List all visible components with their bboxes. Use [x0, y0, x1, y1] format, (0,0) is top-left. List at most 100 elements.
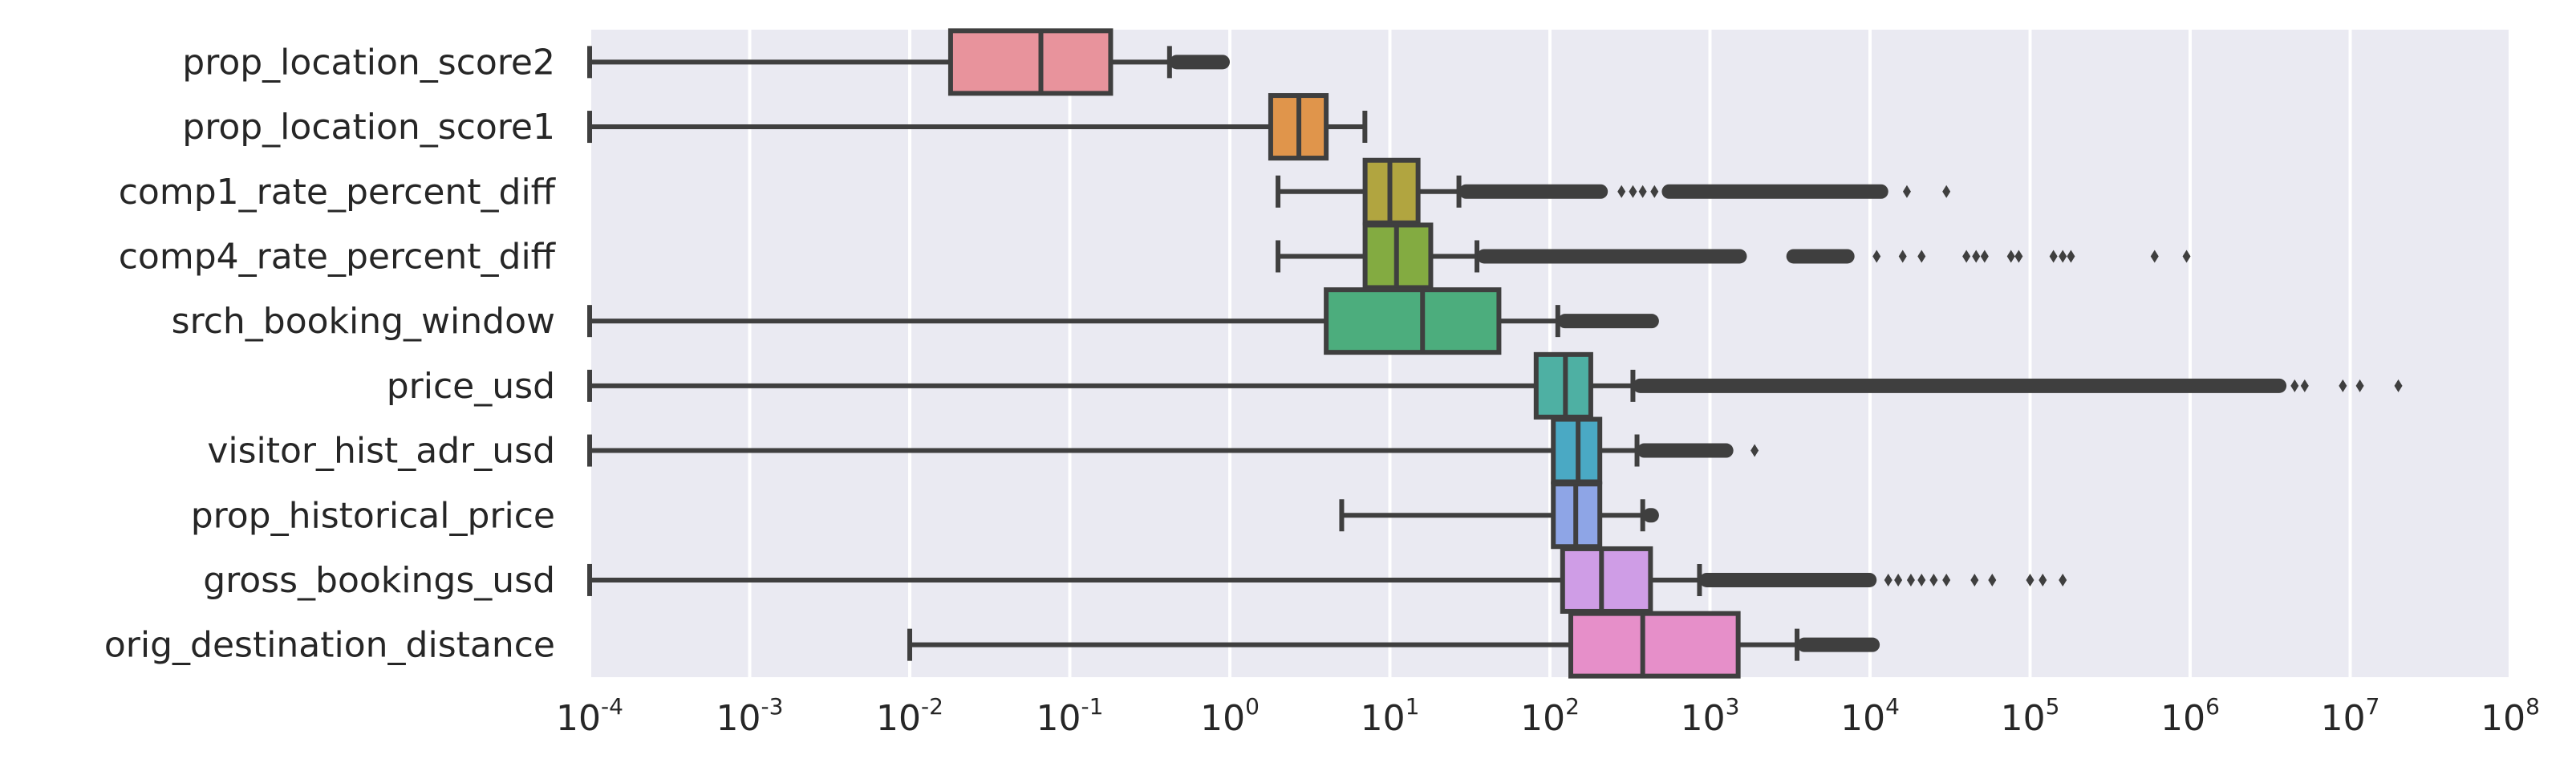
- box-visitor_hist_adr_usd: [587, 416, 1759, 485]
- x-tick-base: 10: [2160, 698, 2205, 739]
- x-tick-10: 106: [2160, 693, 2220, 739]
- x-tick-label: 103: [1681, 693, 1740, 739]
- outlier-point: [2394, 379, 2403, 392]
- box-prop_historical_price: [1339, 481, 1659, 550]
- x-tick-base: 10: [1681, 698, 1726, 739]
- outlier-point: [1972, 250, 1981, 263]
- x-tick-4: 100: [1200, 693, 1260, 739]
- category-label: prop_location_score2: [182, 42, 555, 83]
- x-tick-exponent: 2: [1565, 693, 1580, 720]
- outlier-band: [1797, 637, 1880, 652]
- x-tick-0: 10-4: [556, 693, 623, 739]
- x-tick-3: 10-1: [1036, 693, 1104, 739]
- x-tick-label: 104: [1840, 693, 1900, 739]
- box-comp4_rate_percent_diff: [1276, 222, 2191, 290]
- x-tick-base: 10: [716, 698, 761, 739]
- x-tick-label: 105: [2001, 693, 2060, 739]
- x-tick-base: 10: [1840, 698, 1885, 739]
- x-tick-12: 108: [2481, 693, 2540, 739]
- x-tick-label: 107: [2321, 693, 2380, 739]
- x-tick-label: 10-1: [1036, 693, 1104, 739]
- outlier-point: [1917, 250, 1926, 263]
- x-tick-label: 10-2: [876, 693, 943, 739]
- x-tick-label: 100: [1200, 693, 1260, 739]
- category-label: prop_location_score1: [182, 107, 555, 148]
- category-label: orig_destination_distance: [104, 625, 555, 666]
- x-tick-7: 103: [1681, 693, 1740, 739]
- box-plot-series: [587, 28, 2403, 679]
- outlier-band: [1699, 572, 1877, 587]
- outlier-point: [2067, 250, 2075, 263]
- x-tick-1: 10-3: [716, 693, 784, 739]
- outlier-point: [2014, 250, 2023, 263]
- outlier-point: [1942, 185, 1951, 198]
- outlier-point: [2059, 250, 2067, 263]
- outlier-band: [1169, 55, 1230, 70]
- x-tick-exponent: 7: [2366, 693, 2380, 720]
- outlier-point: [1750, 444, 1759, 457]
- x-tick-base: 10: [2001, 698, 2046, 739]
- x-tick-base: 10: [2321, 698, 2366, 739]
- box-price_usd: [587, 351, 2403, 420]
- x-tick-exponent: -3: [761, 693, 784, 720]
- x-tick-label: 102: [1520, 693, 1580, 739]
- x-tick-6: 102: [1520, 693, 1580, 739]
- box-iqr: [1568, 611, 1741, 679]
- outlier-point: [2150, 250, 2159, 263]
- x-axis: 10-4 10-3 10-2 10-1 100 101 102 103 104 105 106 107…: [556, 693, 2540, 739]
- outlier-point: [1872, 250, 1881, 263]
- outlier-point: [1942, 573, 1951, 586]
- outlier-band: [1458, 184, 1608, 199]
- outlier-band: [1557, 314, 1659, 329]
- box-prop_location_score1: [587, 93, 1368, 161]
- x-tick-5: 101: [1361, 693, 1420, 739]
- box-iqr: [947, 28, 1114, 96]
- x-tick-exponent: 4: [1885, 693, 1900, 720]
- outlier-band: [1477, 249, 1747, 264]
- outlier-point: [1650, 185, 1659, 198]
- outlier-point: [2300, 379, 2309, 392]
- category-label: price_usd: [387, 366, 555, 407]
- x-tick-exponent: 1: [1406, 693, 1420, 720]
- outlier-point: [2182, 250, 2191, 263]
- category-label: comp1_rate_percent_diff: [119, 172, 557, 213]
- outlier-point: [1962, 250, 1971, 263]
- box-srch_booking_window: [587, 287, 1659, 355]
- category-label: gross_bookings_usd: [203, 560, 555, 601]
- outlier-point: [2038, 573, 2047, 586]
- outlier-band: [1786, 249, 1855, 264]
- box-prop_location_score2: [587, 28, 1230, 96]
- x-tick-label: 101: [1361, 693, 1420, 739]
- x-tick-9: 105: [2001, 693, 2060, 739]
- outlier-point: [2026, 573, 2034, 586]
- x-tick-11: 107: [2321, 693, 2380, 739]
- category-axis: prop_location_score2 prop_location_score1…: [104, 42, 557, 665]
- x-tick-base: 10: [1361, 698, 1406, 739]
- outlier-point: [2059, 573, 2067, 586]
- x-tick-base: 10: [876, 698, 921, 739]
- x-tick-label: 10-4: [556, 693, 623, 739]
- category-label: prop_historical_price: [191, 495, 555, 536]
- x-tick-base: 10: [1036, 698, 1081, 739]
- box-iqr: [1324, 287, 1502, 355]
- outlier-point: [1629, 185, 1637, 198]
- outlier-point: [2006, 250, 2015, 263]
- outlier-point: [1988, 573, 1997, 586]
- outlier-point: [1617, 185, 1626, 198]
- x-tick-base: 10: [556, 698, 601, 739]
- outlier-band: [1642, 508, 1659, 523]
- x-tick-exponent: 6: [2205, 693, 2220, 720]
- x-tick-base: 10: [1200, 698, 1245, 739]
- x-tick-2: 10-2: [876, 693, 943, 739]
- outlier-point: [1906, 573, 1915, 586]
- x-tick-exponent: -2: [921, 693, 943, 720]
- category-label: visitor_hist_adr_usd: [207, 431, 555, 472]
- box-iqr: [1560, 546, 1653, 614]
- x-tick-exponent: -1: [1081, 693, 1104, 720]
- outlier-point: [2290, 379, 2299, 392]
- x-tick-label: 10-3: [716, 693, 784, 739]
- outlier-point: [1970, 573, 1979, 586]
- outlier-point: [1980, 250, 1989, 263]
- outlier-point: [1884, 573, 1892, 586]
